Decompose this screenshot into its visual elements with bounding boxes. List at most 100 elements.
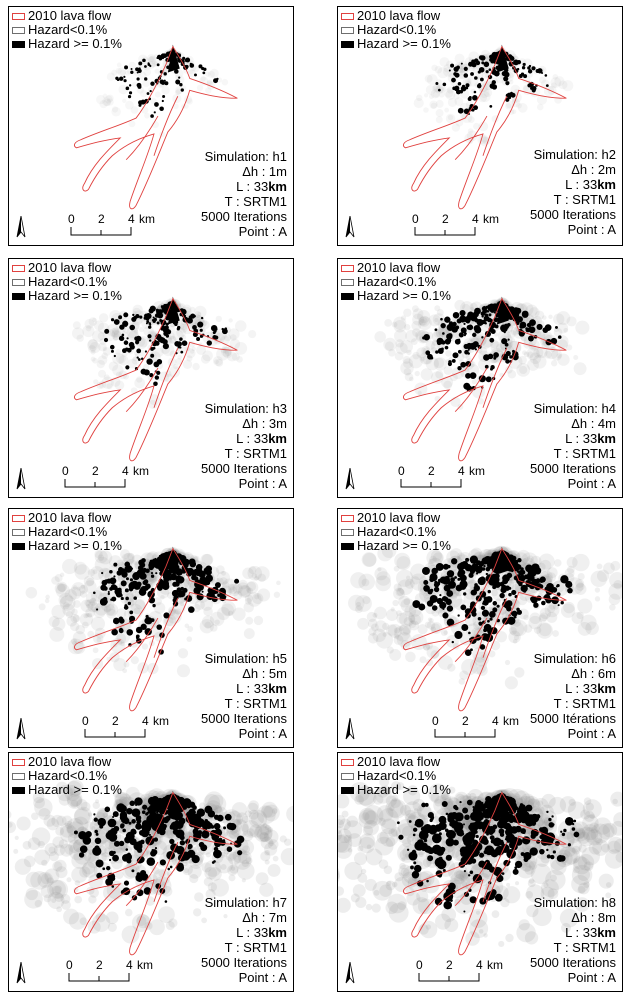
length-label: L : 33km <box>530 431 616 446</box>
iterations-label: 5000 Iterations <box>200 461 287 476</box>
hazard-low-swatch <box>12 528 25 536</box>
topography-label: T : SRTM1 <box>553 192 616 207</box>
simulation-label: Simulation: h4 <box>533 401 616 416</box>
legend-lava-label: 2010 lava flow <box>357 754 441 769</box>
simulation-label: Simulation: h1 <box>204 149 287 164</box>
legend-low-label: Hazard<0.1% <box>357 22 437 37</box>
scale-tick-0: 0 <box>398 464 405 478</box>
lava-flow-outline <box>403 297 567 462</box>
legend: 2010 lava flow Hazard<0.1% Hazard >= 0.1… <box>12 9 122 51</box>
scale-unit: km <box>153 714 169 728</box>
topography-label: T : SRTM1 <box>224 194 287 209</box>
legend-item-high: Hazard >= 0.1% <box>341 539 451 553</box>
hazard-high-zone <box>396 790 580 913</box>
legend-item-lava: 2010 lava flow <box>341 9 451 23</box>
scale-tick-2: 2 <box>112 714 119 728</box>
scale-tick-0: 0 <box>68 212 75 226</box>
north-arrow-icon <box>345 216 355 238</box>
legend-item-low: Hazard<0.1% <box>341 23 451 37</box>
legend-item-lava: 2010 lava flow <box>12 261 122 275</box>
topography-label: T : SRTM1 <box>553 696 616 711</box>
scale-tick-0: 0 <box>432 714 439 728</box>
hazard-high-swatch <box>341 786 354 794</box>
map-panel-h5: 2010 lava flow Hazard<0.1% Hazard >= 0.1… <box>8 508 294 748</box>
scale-tick-0: 0 <box>62 464 69 478</box>
length-unit: km <box>268 431 287 446</box>
legend-lava-label: 2010 lava flow <box>28 754 112 769</box>
delta-h-label: Δh : 6m <box>571 666 616 681</box>
scale-tick-2: 2 <box>96 958 103 972</box>
lava-flow-outline <box>403 45 567 210</box>
lava-outline-swatch <box>12 758 25 766</box>
legend-high-label: Hazard >= 0.1% <box>28 782 122 797</box>
simulation-label: Simulation: h5 <box>204 651 287 666</box>
lava-outline-swatch <box>12 264 25 272</box>
simulation-label: Simulation: h2 <box>533 147 616 162</box>
hazard-high-swatch <box>341 292 354 300</box>
legend-item-low: Hazard<0.1% <box>12 275 122 289</box>
hazard-map <box>338 776 622 956</box>
simulation-info: Simulation: h6 Δh : 6m L : 33km T : SRTM… <box>530 651 616 741</box>
topography-label: T : SRTM1 <box>224 446 287 461</box>
north-arrow-icon <box>16 962 26 984</box>
iterations-label: 5000 Iterations <box>200 955 287 970</box>
hazard-high-swatch <box>12 542 25 550</box>
legend-item-high: Hazard >= 0.1% <box>12 783 122 797</box>
point-label: Point : A <box>567 222 616 237</box>
scale-bar: 0 2 4 km <box>431 715 551 739</box>
delta-h-label: Δh : 4m <box>571 416 616 431</box>
hazard-low-swatch <box>12 278 25 286</box>
point-label: Point : A <box>567 476 616 491</box>
iterations-label: 5000 Iterations <box>200 209 287 224</box>
legend-item-lava: 2010 lava flow <box>341 511 451 525</box>
lava-flow-outline <box>74 297 238 462</box>
lava-outline-swatch <box>12 12 25 20</box>
delta-h-label: Δh : 1m <box>242 164 287 179</box>
length-value: L : 33 <box>565 925 598 940</box>
iterations-label: 5000 Iterations <box>529 955 616 970</box>
legend-low-label: Hazard<0.1% <box>28 274 108 289</box>
legend-lava-label: 2010 lava flow <box>28 260 112 275</box>
legend-item-lava: 2010 lava flow <box>341 755 451 769</box>
scale-unit: km <box>133 464 149 478</box>
north-arrow-icon <box>16 718 26 740</box>
delta-h-label: Δh : 3m <box>242 416 287 431</box>
scale-unit: km <box>137 958 153 972</box>
legend-item-low: Hazard<0.1% <box>12 769 122 783</box>
map-panel-h6: 2010 lava flow Hazard<0.1% Hazard >= 0.1… <box>337 508 623 748</box>
legend-lava-label: 2010 lava flow <box>357 510 441 525</box>
legend-item-lava: 2010 lava flow <box>341 261 451 275</box>
scale-tick-4: 4 <box>122 464 129 478</box>
point-label: Point : A <box>238 726 287 741</box>
point-label: Point : A <box>567 726 616 741</box>
iterations-label: 5000 Iterations <box>529 207 616 222</box>
map-panel-h8: 2010 lava flow Hazard<0.1% Hazard >= 0.1… <box>337 752 623 992</box>
hazard-low-swatch <box>341 772 354 780</box>
lava-flow-outline <box>403 547 567 712</box>
length-label: L : 33km <box>530 681 616 696</box>
scale-tick-4: 4 <box>126 958 133 972</box>
north-arrow-icon <box>345 962 355 984</box>
length-label: L : 33km <box>201 925 287 940</box>
point-label: Point : A <box>238 224 287 239</box>
scale-tick-2: 2 <box>98 212 105 226</box>
lava-flow-outline <box>403 791 567 956</box>
iterations-label: 5000 Itérations <box>529 711 616 726</box>
legend-high-label: Hazard >= 0.1% <box>357 36 451 51</box>
legend-high-label: Hazard >= 0.1% <box>357 538 451 553</box>
hazard-map <box>71 296 257 462</box>
length-value: L : 33 <box>236 925 269 940</box>
map-panel-h4: 2010 lava flow Hazard<0.1% Hazard >= 0.1… <box>337 258 623 498</box>
length-label: L : 33km <box>201 431 287 446</box>
legend-lava-label: 2010 lava flow <box>28 8 112 23</box>
simulation-label: Simulation: h6 <box>533 651 616 666</box>
scale-unit: km <box>139 212 155 226</box>
delta-h-label: Δh : 8m <box>571 910 616 925</box>
scale-tick-4: 4 <box>492 714 499 728</box>
scale-unit: km <box>469 464 485 478</box>
legend-item-low: Hazard<0.1% <box>341 525 451 539</box>
north-arrow-icon <box>345 468 355 490</box>
legend-low-label: Hazard<0.1% <box>357 274 437 289</box>
map-panel-h3: 2010 lava flow Hazard<0.1% Hazard >= 0.1… <box>8 258 294 498</box>
hazard-low-swatch <box>341 528 354 536</box>
